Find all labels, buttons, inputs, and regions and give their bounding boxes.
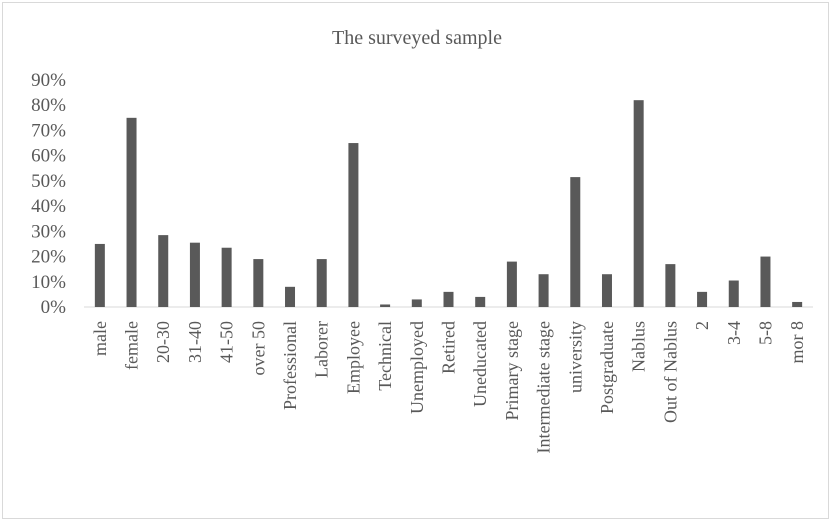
x-tick-label: Uneducated xyxy=(470,321,490,407)
y-tick-label: 10% xyxy=(31,272,66,293)
y-tick-label: 70% xyxy=(31,120,66,141)
bar xyxy=(348,143,359,307)
x-tick-label: Technical xyxy=(375,321,395,391)
x-tick-label: Postgraduate xyxy=(597,321,617,414)
bar xyxy=(221,247,232,307)
x-tick-label: female xyxy=(122,321,142,370)
y-tick-label: 40% xyxy=(31,196,66,217)
x-tick-label: Retired xyxy=(439,321,459,374)
chart-title: The surveyed sample xyxy=(332,27,502,49)
bar xyxy=(189,242,200,307)
bar xyxy=(506,261,517,307)
x-tick-label: 2 xyxy=(692,321,712,330)
bar xyxy=(538,274,549,307)
bar xyxy=(570,177,581,307)
y-tick-label: 30% xyxy=(31,221,66,242)
x-tick-label: Employee xyxy=(343,321,363,394)
bar xyxy=(728,280,739,307)
y-tick-label: 50% xyxy=(31,171,66,192)
x-tick-label: Nablus xyxy=(629,321,649,372)
bar xyxy=(126,117,137,307)
bar xyxy=(792,301,803,307)
bar xyxy=(411,299,422,307)
x-tick-label: university xyxy=(565,321,585,393)
x-tick-label: 5-8 xyxy=(755,321,775,345)
x-tick-label: Intermediate stage xyxy=(534,321,554,453)
y-tick-label: 0% xyxy=(41,297,67,318)
bar xyxy=(760,256,771,307)
bar xyxy=(697,291,708,307)
y-tick-label: 90% xyxy=(31,70,66,91)
x-tick-label: Professional xyxy=(280,321,300,410)
bar xyxy=(633,100,644,308)
bar xyxy=(285,286,296,307)
bar xyxy=(380,304,391,307)
x-tick-label: 20-30 xyxy=(153,321,173,363)
x-tick-label: 3-4 xyxy=(724,321,744,345)
bar xyxy=(665,264,676,307)
y-tick-label: 80% xyxy=(31,95,66,116)
x-tick-label: Unemployed xyxy=(407,321,427,414)
y-tick-label: 20% xyxy=(31,247,66,268)
x-tick-label: 41-50 xyxy=(217,321,237,363)
x-tick-label: Primary stage xyxy=(502,321,522,420)
x-tick-label: Laborer xyxy=(312,321,332,378)
bar xyxy=(94,243,105,307)
bar xyxy=(443,291,454,307)
x-tick-label: male xyxy=(90,321,110,356)
x-tick-label: mor 8 xyxy=(787,321,807,364)
x-tick-label: 31-40 xyxy=(185,321,205,363)
bar xyxy=(475,296,486,307)
bar xyxy=(601,274,612,307)
x-tick-label: over 50 xyxy=(248,321,268,375)
y-tick-label: 60% xyxy=(31,146,66,167)
bar xyxy=(158,235,169,307)
bar xyxy=(253,259,264,307)
bar xyxy=(316,259,327,307)
x-tick-label: Out of Nablus xyxy=(660,321,680,423)
